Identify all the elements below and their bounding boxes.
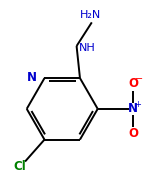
Text: +: + [134,100,141,109]
Text: H₂N: H₂N [80,10,101,20]
Text: O: O [128,127,138,140]
Text: Cl: Cl [14,160,26,173]
Text: N: N [27,71,37,84]
Text: NH: NH [79,43,96,53]
Text: O: O [128,77,138,90]
Text: N: N [128,102,138,115]
Text: −: − [134,74,143,84]
